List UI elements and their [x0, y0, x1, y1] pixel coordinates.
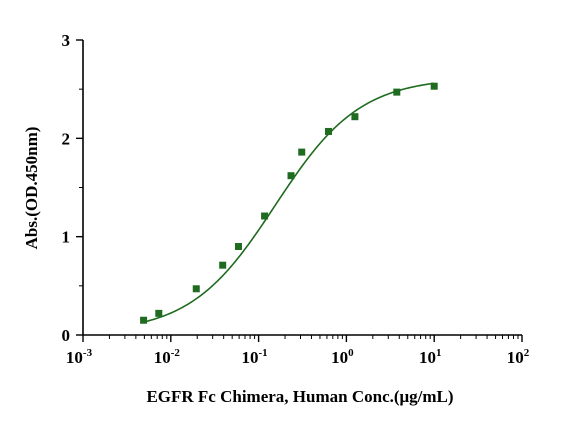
- x-tick-label: 101: [419, 347, 442, 367]
- axes: [82, 40, 522, 336]
- x-axis-label: EGFR Fc Chimera, Human Conc.(μg/mL): [146, 387, 453, 406]
- x-tick-label: 10-2: [154, 347, 181, 367]
- data-point: [351, 113, 359, 121]
- y-tick-label: 0: [62, 326, 71, 345]
- x-tick-label: 10-3: [66, 347, 93, 367]
- data-point: [324, 127, 332, 135]
- y-tick-label: 2: [62, 129, 71, 148]
- data-point: [430, 82, 438, 90]
- x-tick-label: 100: [331, 347, 354, 367]
- data-point: [219, 261, 227, 269]
- ticks: 10-3 10-2 10-1 100 101 102 0 1 2 3: [62, 31, 530, 367]
- y-axis-label: Abs.(OD.450nm): [22, 127, 41, 250]
- data-point: [155, 309, 163, 317]
- data-point: [140, 316, 148, 324]
- fit-curve: [143, 82, 435, 323]
- data-point: [287, 172, 295, 180]
- y-tick-label: 3: [62, 31, 71, 50]
- data-point: [393, 88, 401, 96]
- data-point: [298, 148, 306, 156]
- data-point: [234, 243, 242, 250]
- data-point: [192, 285, 200, 293]
- data-point: [261, 212, 269, 220]
- x-tick-label: 10-1: [242, 347, 268, 367]
- x-tick-label: 102: [507, 347, 530, 367]
- data-points: [140, 82, 438, 324]
- y-tick-label: 1: [62, 228, 71, 247]
